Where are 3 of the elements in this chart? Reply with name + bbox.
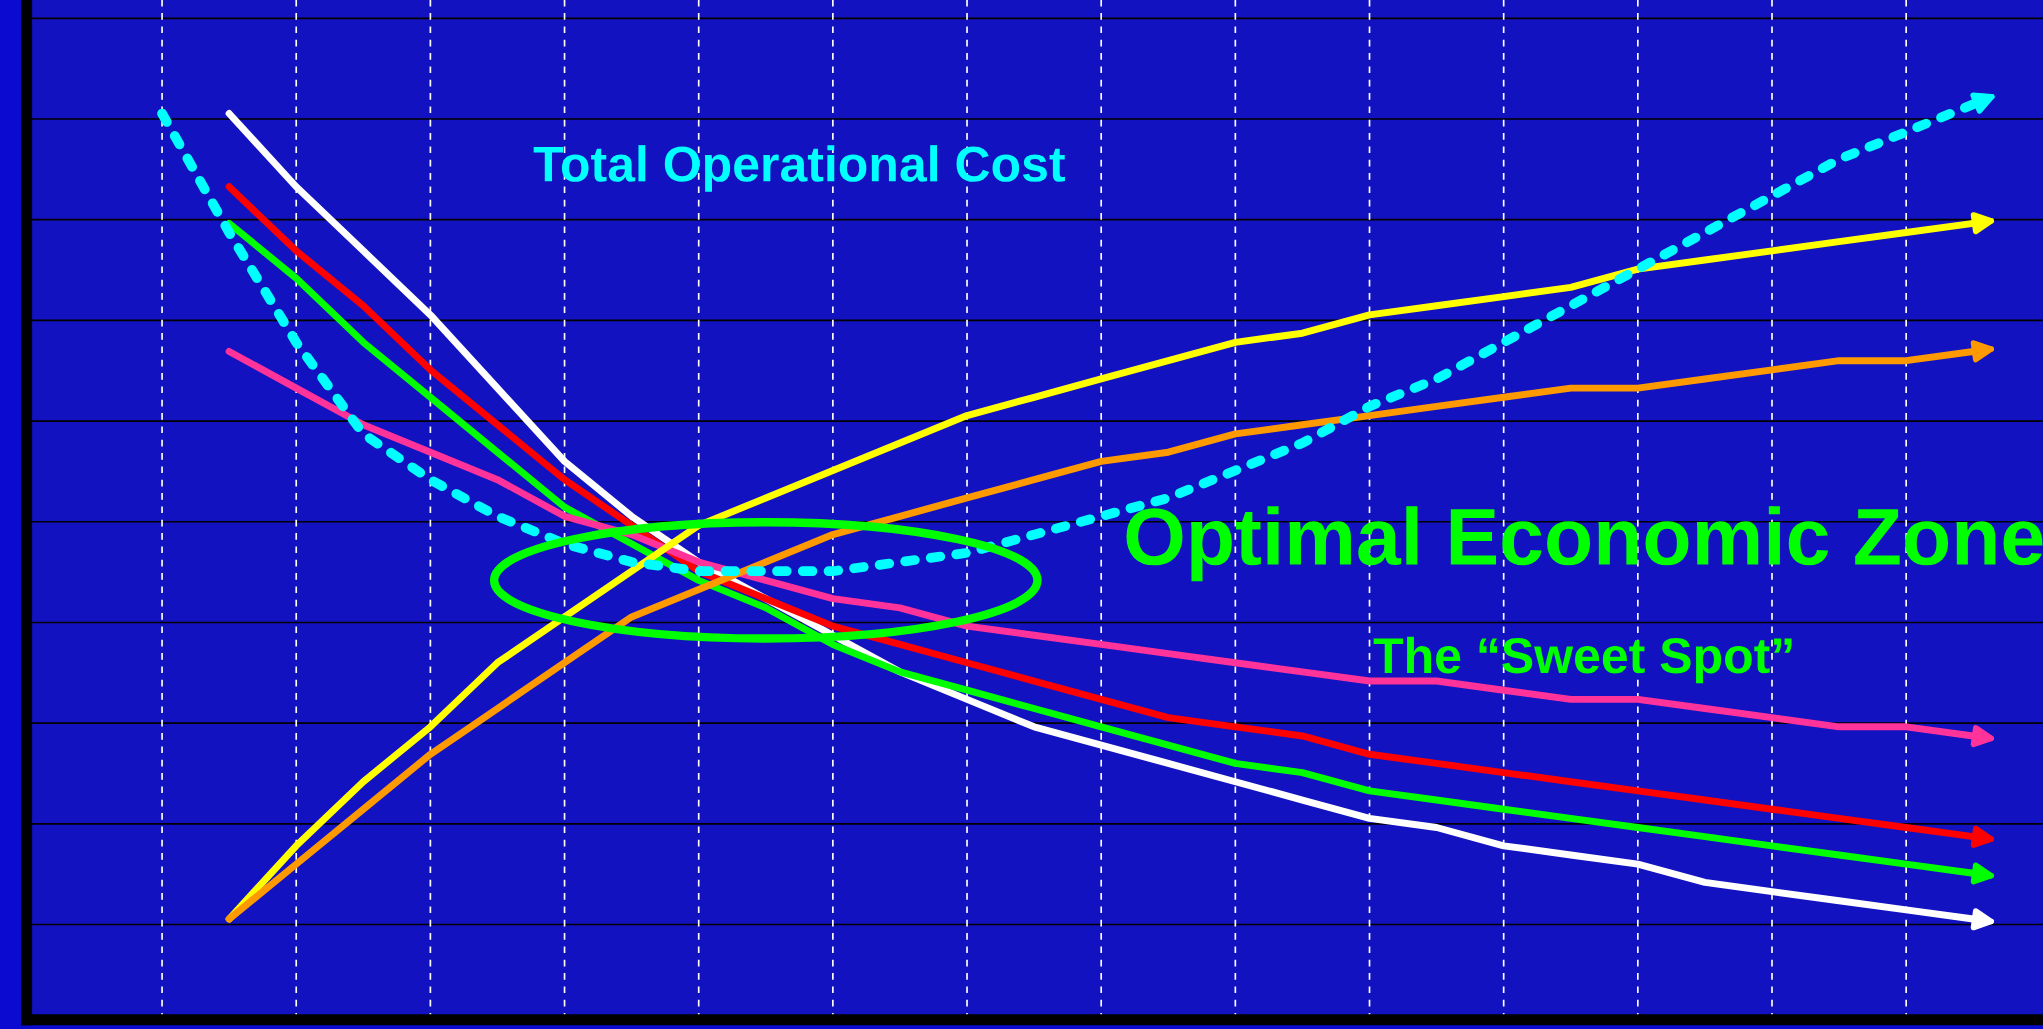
annotation: The “Sweet Spot” (1373, 636, 1792, 684)
annotation: Total Operational Cost (533, 145, 1065, 192)
annotation: Optimal Economic Zone (1126, 506, 2043, 582)
